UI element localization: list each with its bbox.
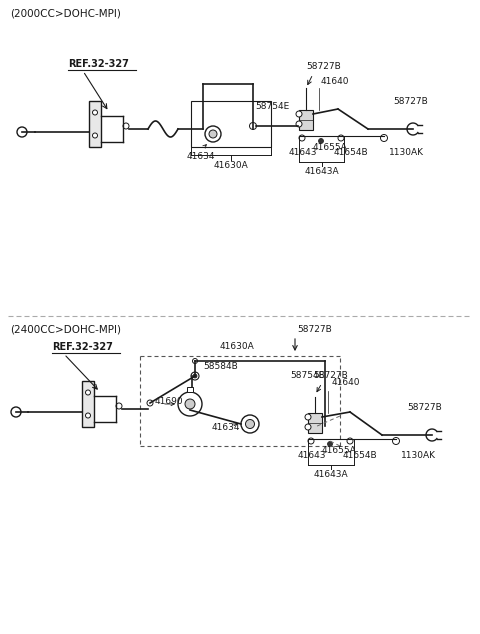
Circle shape xyxy=(245,420,254,429)
Text: 58754E: 58754E xyxy=(290,371,324,380)
Circle shape xyxy=(192,358,197,363)
Text: 41634: 41634 xyxy=(212,424,240,432)
Circle shape xyxy=(11,407,21,417)
Circle shape xyxy=(327,441,333,446)
Bar xyxy=(191,101,271,147)
Circle shape xyxy=(123,123,129,129)
Text: 41634: 41634 xyxy=(187,152,215,161)
Text: 58727B: 58727B xyxy=(407,403,442,412)
Circle shape xyxy=(85,413,91,418)
Text: 41655A: 41655A xyxy=(322,446,357,455)
Text: 58727B: 58727B xyxy=(306,62,341,71)
Text: 41643A: 41643A xyxy=(314,470,348,479)
Text: REF.32-327: REF.32-327 xyxy=(52,342,113,352)
Text: 41640: 41640 xyxy=(321,77,349,86)
Circle shape xyxy=(319,138,324,143)
Text: 58727B: 58727B xyxy=(297,325,332,334)
Text: 58727B: 58727B xyxy=(393,97,428,106)
Text: 41643: 41643 xyxy=(298,451,326,460)
Bar xyxy=(82,381,94,427)
Circle shape xyxy=(296,121,302,127)
Circle shape xyxy=(305,424,311,430)
Text: (2000CC>DOHC-MPI): (2000CC>DOHC-MPI) xyxy=(10,8,121,18)
Circle shape xyxy=(147,400,153,406)
Circle shape xyxy=(338,135,344,141)
Circle shape xyxy=(241,415,259,433)
Circle shape xyxy=(209,130,217,138)
Circle shape xyxy=(93,110,97,115)
Circle shape xyxy=(393,437,399,444)
Text: 41630A: 41630A xyxy=(220,342,255,351)
Circle shape xyxy=(305,414,311,420)
Text: REF.32-327: REF.32-327 xyxy=(68,59,129,69)
Circle shape xyxy=(308,438,314,444)
Circle shape xyxy=(299,135,305,141)
Bar xyxy=(89,101,101,147)
Circle shape xyxy=(93,133,97,138)
Circle shape xyxy=(178,392,202,416)
Text: 41655A: 41655A xyxy=(313,143,348,152)
Text: 41630A: 41630A xyxy=(214,161,248,170)
Text: 1130AK: 1130AK xyxy=(401,451,436,460)
Circle shape xyxy=(17,127,27,137)
Text: 58727B: 58727B xyxy=(313,371,348,380)
Text: 58584B: 58584B xyxy=(203,362,238,371)
Circle shape xyxy=(296,111,302,117)
Text: 41643: 41643 xyxy=(289,148,317,157)
Text: 41654B: 41654B xyxy=(343,451,378,460)
Circle shape xyxy=(85,390,91,395)
Text: 58754E: 58754E xyxy=(255,102,289,111)
Text: (2400CC>DOHC-MPI): (2400CC>DOHC-MPI) xyxy=(10,324,121,334)
Circle shape xyxy=(205,126,221,142)
Text: 41640: 41640 xyxy=(332,378,360,387)
Circle shape xyxy=(347,438,353,444)
Circle shape xyxy=(191,372,199,380)
Bar xyxy=(187,387,193,392)
Circle shape xyxy=(185,399,195,409)
Text: 41690: 41690 xyxy=(155,398,184,406)
Text: 41654B: 41654B xyxy=(334,148,369,157)
Text: 41643A: 41643A xyxy=(304,167,339,176)
Circle shape xyxy=(250,122,256,129)
Text: 1130AK: 1130AK xyxy=(389,148,424,157)
Circle shape xyxy=(193,374,197,378)
Circle shape xyxy=(116,403,122,409)
Circle shape xyxy=(381,134,387,141)
Bar xyxy=(299,110,313,130)
Bar xyxy=(308,413,322,433)
